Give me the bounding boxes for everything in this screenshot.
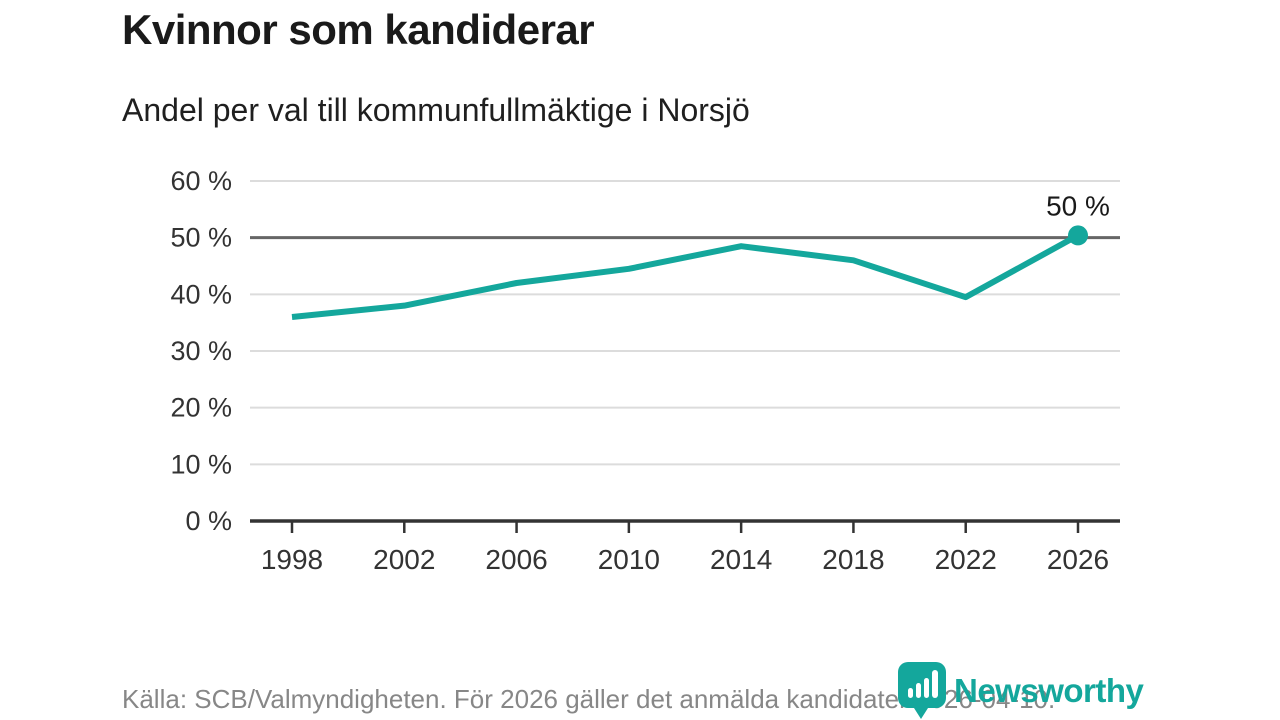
y-axis-tick-label: 30 % [170,336,232,366]
x-axis-tick-label: 2002 [373,544,435,575]
x-axis-tick-label: 2026 [1047,544,1109,575]
y-axis-tick-label: 50 % [170,223,232,253]
y-axis-tick-label: 0 % [185,506,232,536]
newsworthy-wordmark: Newsworthy [954,672,1144,709]
x-axis-tick-label: 2010 [598,544,660,575]
x-axis-tick-label: 2018 [822,544,884,575]
y-axis-tick-label: 10 % [170,449,232,479]
chart-subtitle: Andel per val till kommunfullmäktige i N… [122,92,750,128]
x-axis-tick-label: 1998 [261,544,323,575]
value-annotation: 50 % [1046,190,1110,221]
page-title: Kvinnor som kandiderar [122,6,595,53]
newsworthy-barchart-pin-icon [898,662,946,719]
y-axis-tick-label: 60 % [170,166,232,196]
chart-svg: 0 % 10 % 20 % 30 % 40 % 50 % 60 % 1998 2002 2006 2… [170,166,1120,575]
x-axis-tick-label: 2014 [710,544,772,575]
y-axis-tick-label: 40 % [170,279,232,309]
newsworthy-logo: Newsworthy [898,662,1144,720]
series-line [291,232,1080,320]
y-axis-tick-label: 20 % [170,393,232,423]
data-point-marker-2026 [1068,225,1088,246]
x-axis-tick-label: 2022 [935,544,997,575]
x-axis-tick-label: 2006 [485,544,547,575]
